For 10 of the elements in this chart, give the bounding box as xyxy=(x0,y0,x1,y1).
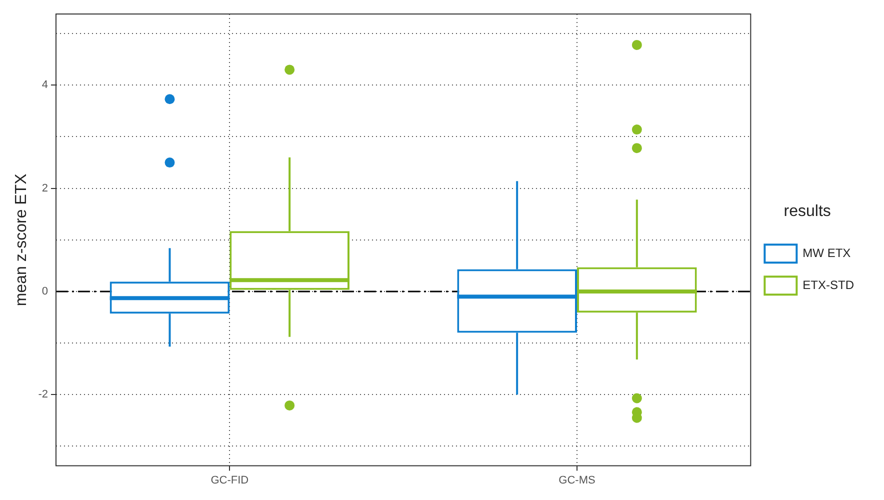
x-tick-label: GC-MS xyxy=(558,474,596,486)
legend-label: ETX-STD xyxy=(802,278,854,292)
legend-title: results xyxy=(784,202,831,220)
y-tick-label: -2 xyxy=(38,388,48,401)
y-tick-label: 2 xyxy=(42,182,48,194)
y-tick-label: 0 xyxy=(42,286,48,298)
legend-label: MW ETX xyxy=(802,246,851,260)
y-axis-title: mean z-score ETX xyxy=(13,173,30,306)
y-tick-label: 4 xyxy=(42,79,48,92)
x-tick-label: GC-FID xyxy=(210,474,249,486)
